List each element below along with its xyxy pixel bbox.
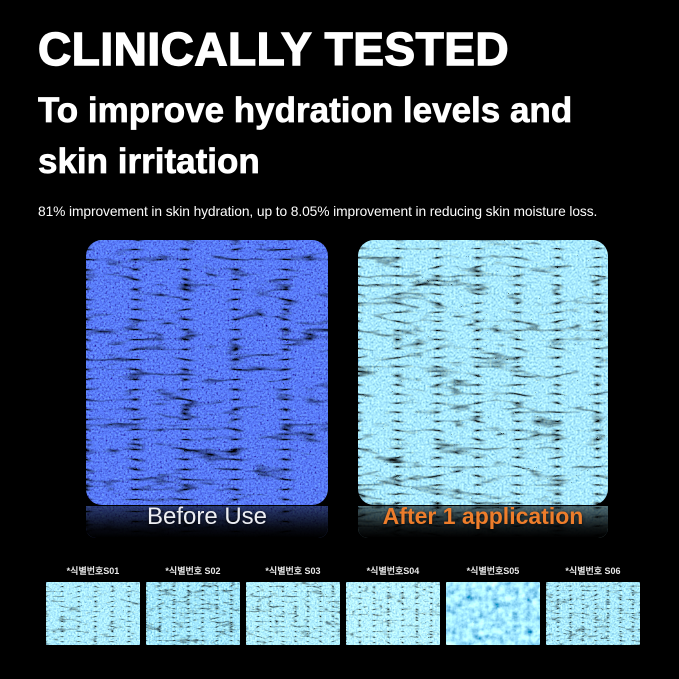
sample-item: *식별번호S04 <box>346 565 440 645</box>
sample-thumbnail-image <box>346 582 440 645</box>
sample-label: *식별번호 S06 <box>565 566 621 576</box>
sample-label: *식별번호S05 <box>466 566 520 576</box>
subtitle-line-2: skin irritation <box>38 142 260 182</box>
sample-thumbnail-image <box>246 582 340 645</box>
sample-item: *식별번호 S03 <box>246 565 340 645</box>
reflection-fade <box>358 506 608 538</box>
before-reflection <box>86 506 328 538</box>
sample-thumbnail-image <box>46 582 140 645</box>
sample-item: *식별번호S01 <box>46 565 140 645</box>
sample-item: *식별번호S05 <box>446 565 540 645</box>
after-texture-image <box>358 240 608 505</box>
reflection-fade <box>86 506 328 538</box>
sample-strip: *식별번호S01 *식별번호 S02 *식별번호 S03 *식별번호S04 *식… <box>46 565 640 645</box>
before-texture-image <box>86 240 328 505</box>
subtitle-line-1: To improve hydration levels and <box>38 90 573 130</box>
sample-item: *식별번호 S06 <box>546 565 640 645</box>
header: CLINICALLY TESTED To improve hydration l… <box>37 23 651 220</box>
sample-item: *식별번호 S02 <box>146 565 240 645</box>
sample-label: *식별번호S04 <box>366 566 420 576</box>
claim-text: 81% improvement in skin hydration, up to… <box>38 204 598 220</box>
before-label: Before Use <box>146 503 268 530</box>
sample-thumbnail-image <box>446 582 540 645</box>
sample-label: *식별번호 S02 <box>165 566 221 576</box>
before-panel: Before Use <box>86 240 328 538</box>
after-panel: After 1 application <box>358 240 608 538</box>
after-label: After 1 application <box>382 503 584 529</box>
sample-label: *식별번호S01 <box>66 566 120 576</box>
sample-label: *식별번호 S03 <box>265 566 321 576</box>
before-noise-graphic <box>86 240 328 505</box>
page-subtitle: To improve hydration levels and skin irr… <box>38 85 651 188</box>
sample-thumbnail-image <box>546 582 640 645</box>
after-reflection <box>358 506 608 538</box>
page-title: CLINICALLY TESTED <box>37 23 510 75</box>
after-noise-graphic <box>358 240 608 505</box>
sample-thumbnail-image <box>146 582 240 645</box>
